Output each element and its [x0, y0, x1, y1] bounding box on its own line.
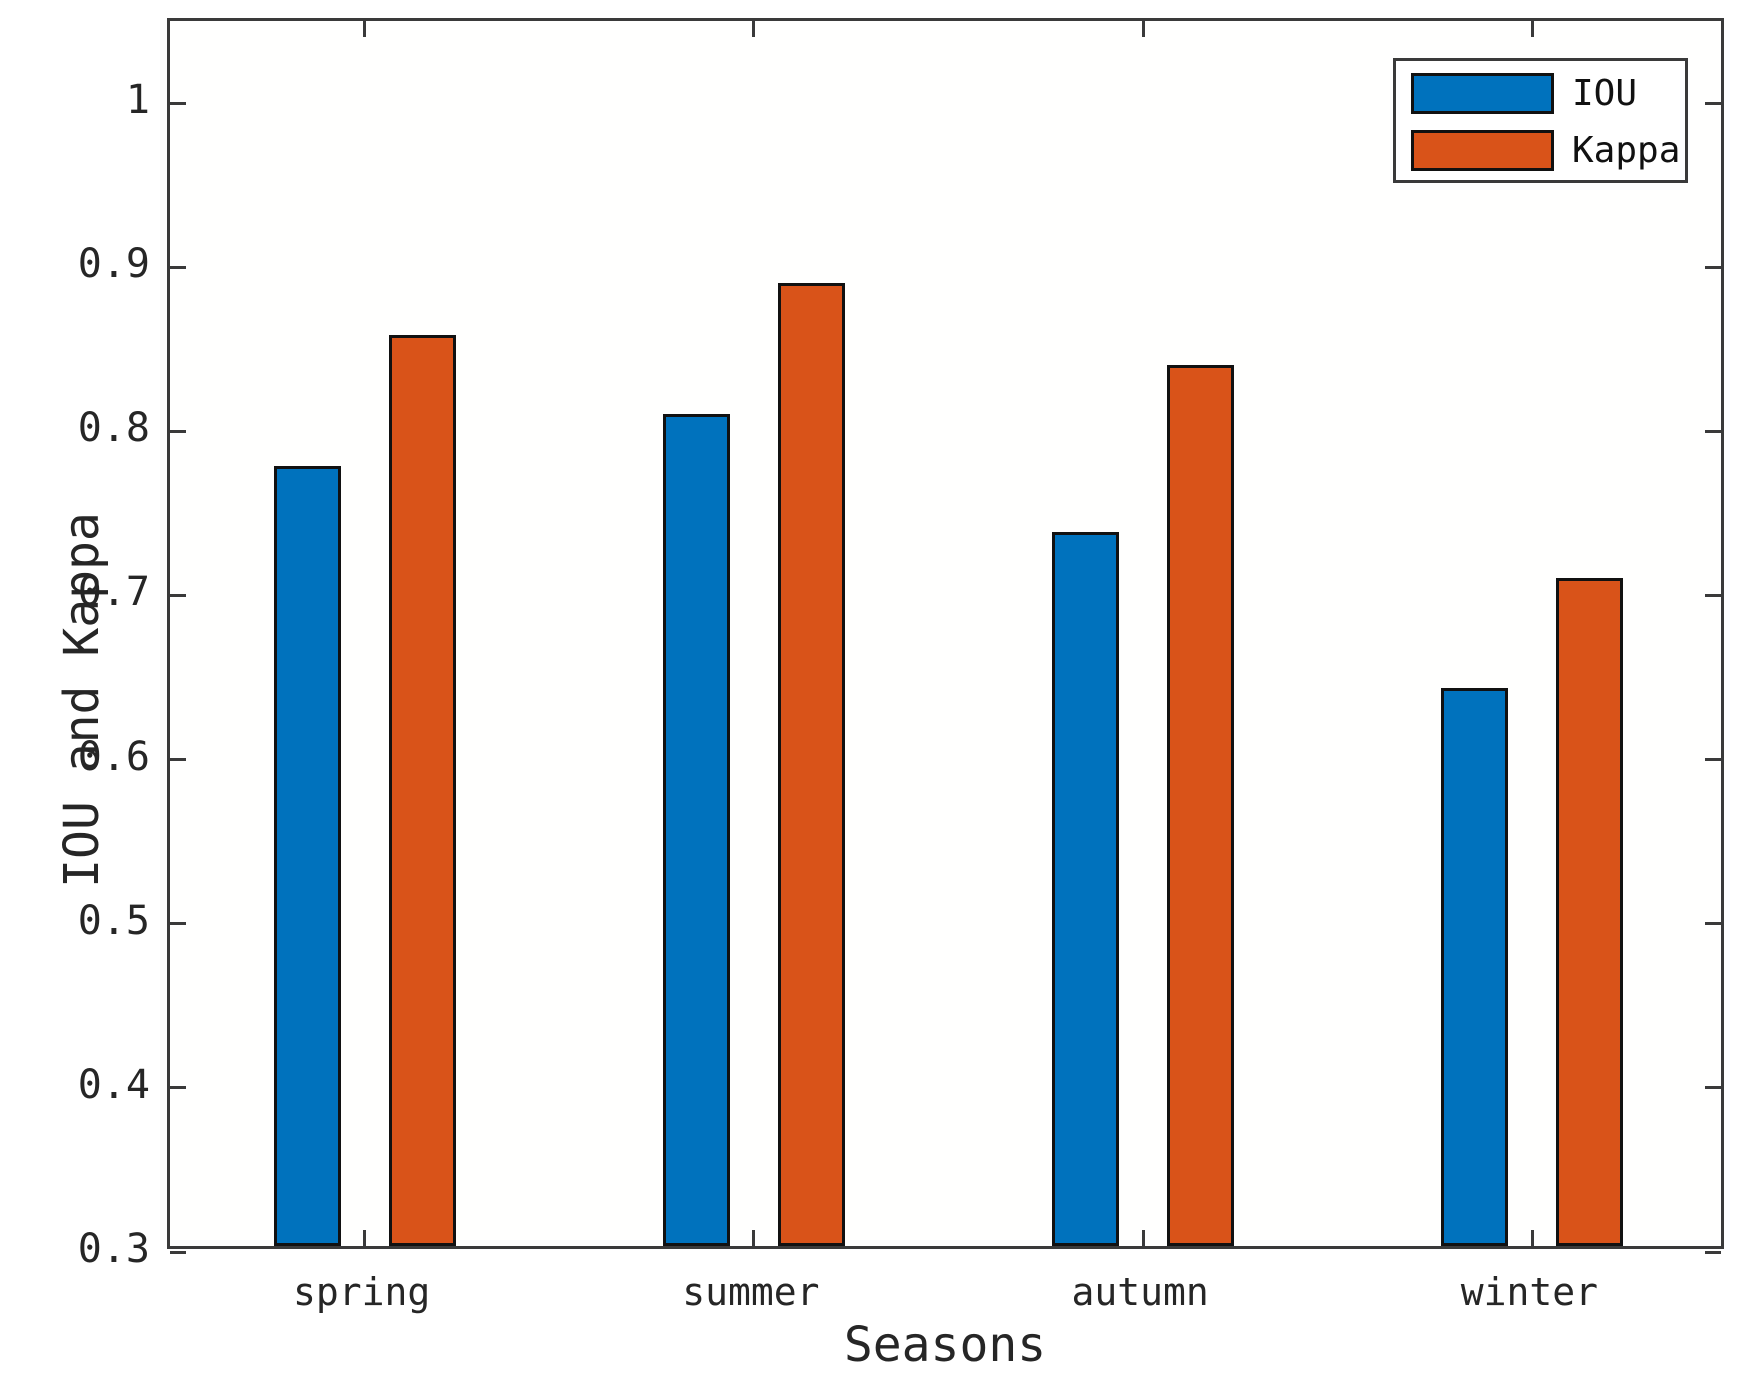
y-tick-0.5	[1705, 922, 1721, 926]
x-tick-spring	[363, 1230, 367, 1246]
x-tick-summer	[752, 1230, 756, 1246]
bar-iou-summer	[662, 413, 730, 1246]
x-axis-title: Seasons	[843, 1317, 1047, 1373]
y-tick-label-0.7: 0.7	[77, 569, 150, 616]
y-tick-0.3	[170, 1250, 186, 1254]
legend-item-iou: IOU	[1396, 73, 1685, 116]
y-tick-0.9	[1705, 265, 1721, 269]
x-tick-autumn	[1141, 21, 1145, 37]
legend-label-kappa: Kappa	[1572, 130, 1681, 171]
bar-iou-winter	[1441, 687, 1509, 1246]
x-tick-winter	[1530, 21, 1534, 37]
x-tick-label-winter: winter	[1460, 1270, 1599, 1314]
y-tick-label-0.8: 0.8	[77, 405, 150, 452]
y-tick-0.8	[1705, 429, 1721, 433]
x-tick-spring	[363, 21, 367, 37]
legend-swatch-kappa	[1411, 130, 1554, 171]
legend-swatch-iou	[1411, 73, 1554, 114]
y-tick-0.6	[170, 758, 186, 762]
y-tick-label-0.6: 0.6	[77, 733, 150, 780]
y-tick-label-1: 1	[125, 77, 150, 124]
bar-kappa-spring	[388, 335, 456, 1246]
y-tick-1	[170, 101, 186, 105]
bar-iou-autumn	[1052, 532, 1120, 1246]
y-tick-0.7	[170, 593, 186, 597]
plot-area	[167, 18, 1724, 1254]
x-tick-summer	[752, 21, 756, 37]
y-tick-1	[1705, 101, 1721, 105]
x-tick-label-spring: spring	[292, 1270, 431, 1314]
bar-kappa-winter	[1556, 577, 1624, 1246]
x-tick-winter	[1530, 1230, 1534, 1246]
y-tick-label-0.5: 0.5	[77, 897, 150, 944]
x-tick-autumn	[1141, 1230, 1145, 1246]
bar-kappa-summer	[777, 282, 845, 1246]
y-tick-label-0.4: 0.4	[77, 1061, 150, 1108]
y-tick-label-0.9: 0.9	[77, 241, 150, 288]
y-axis-title: IOU and Kappa	[54, 512, 110, 888]
y-tick-0.4	[1705, 1086, 1721, 1090]
bar-kappa-autumn	[1167, 364, 1235, 1246]
y-tick-0.3	[1705, 1250, 1721, 1254]
legend-label-iou: IOU	[1572, 73, 1638, 114]
y-tick-label-0.3: 0.3	[77, 1226, 150, 1272]
legend: IOU Kappa	[1393, 58, 1688, 183]
y-tick-0.9	[170, 265, 186, 269]
bar-iou-spring	[273, 466, 341, 1246]
y-tick-0.5	[170, 922, 186, 926]
x-tick-label-autumn: autumn	[1071, 1270, 1209, 1314]
legend-item-kappa: Kappa	[1396, 130, 1685, 173]
y-tick-0.4	[170, 1086, 186, 1090]
y-tick-0.8	[170, 429, 186, 433]
y-tick-0.7	[1705, 593, 1721, 597]
y-tick-0.6	[1705, 758, 1721, 762]
x-tick-label-summer: summer	[682, 1270, 820, 1314]
